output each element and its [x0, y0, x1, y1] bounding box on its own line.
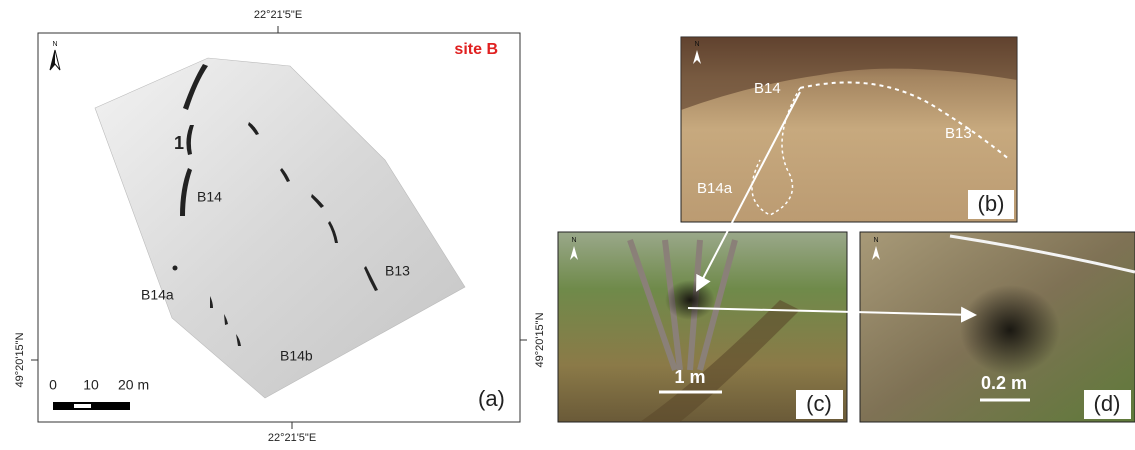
link-arrow — [696, 91, 801, 292]
north-arrow — [50, 50, 55, 70]
feature-label: 1 — [174, 133, 184, 153]
link-arrow — [687, 306, 977, 323]
scale-tick: 0 — [49, 377, 57, 393]
north-arrow — [570, 246, 578, 260]
scale-label: 1 m — [674, 367, 705, 387]
gully — [640, 300, 800, 422]
gully — [186, 125, 194, 155]
scale-label: 0.2 m — [981, 373, 1027, 393]
scale-tick: 10 — [83, 377, 99, 393]
feature-label: B14b — [280, 348, 313, 364]
gully — [280, 168, 290, 182]
gully-opening — [665, 280, 715, 320]
panel-d: N 0.2 m (d) — [859, 231, 1135, 423]
sinkhole — [960, 285, 1060, 375]
site-label: site B — [454, 41, 498, 58]
trunk — [697, 239, 738, 371]
feature-label: B14 — [197, 189, 222, 205]
label-box — [796, 390, 843, 419]
panel-label: (b) — [978, 191, 1005, 216]
feature-label: B13 — [945, 125, 972, 142]
gully — [180, 168, 192, 216]
north-arrow — [872, 246, 880, 260]
tape — [949, 234, 1135, 274]
gully — [183, 64, 208, 110]
dashed-outline — [751, 87, 801, 216]
gully — [248, 122, 259, 135]
gully — [311, 194, 324, 208]
north-label: N — [52, 41, 57, 48]
coord-label: 49°20'15"N — [534, 312, 546, 367]
north-label: N — [571, 237, 576, 244]
panel-label: (c) — [806, 391, 832, 416]
gully — [210, 296, 213, 308]
gullies — [172, 64, 378, 346]
panel-b: N B14 B13 B14a (b) — [680, 36, 1018, 223]
gully — [328, 221, 338, 243]
gully — [224, 314, 228, 325]
gully — [364, 266, 378, 291]
gully — [236, 334, 241, 346]
label-box — [1084, 390, 1131, 419]
scale-tick: 20 m — [118, 377, 149, 393]
label-box — [968, 190, 1014, 219]
feature-label: B14 — [754, 80, 781, 97]
scale-bar — [53, 402, 130, 410]
scale-bar — [74, 404, 91, 408]
feature-label: B14a — [697, 180, 733, 197]
feature-label: B14a — [141, 287, 174, 303]
north-label: N — [694, 41, 699, 48]
coord-label: 22°21'5"E — [268, 432, 316, 444]
feature-label: B13 — [385, 263, 410, 279]
north-arrow — [693, 50, 701, 64]
trunk — [627, 239, 678, 371]
coord-label: 22°21'5"E — [254, 9, 302, 21]
tree-line — [681, 37, 1017, 110]
panel-label: (d) — [1094, 391, 1121, 416]
dashed-outline — [799, 81, 1011, 161]
gully — [172, 265, 178, 271]
panel-label: (a) — [478, 386, 505, 411]
panel-a: 22°21'5"E 22°21'5"E 49°20'15"N 49°20'15"… — [14, 9, 546, 444]
panel-c: N 1 m (c) — [557, 231, 848, 423]
coord-label: 49°20'15"N — [14, 332, 26, 387]
north-label: N — [873, 237, 878, 244]
